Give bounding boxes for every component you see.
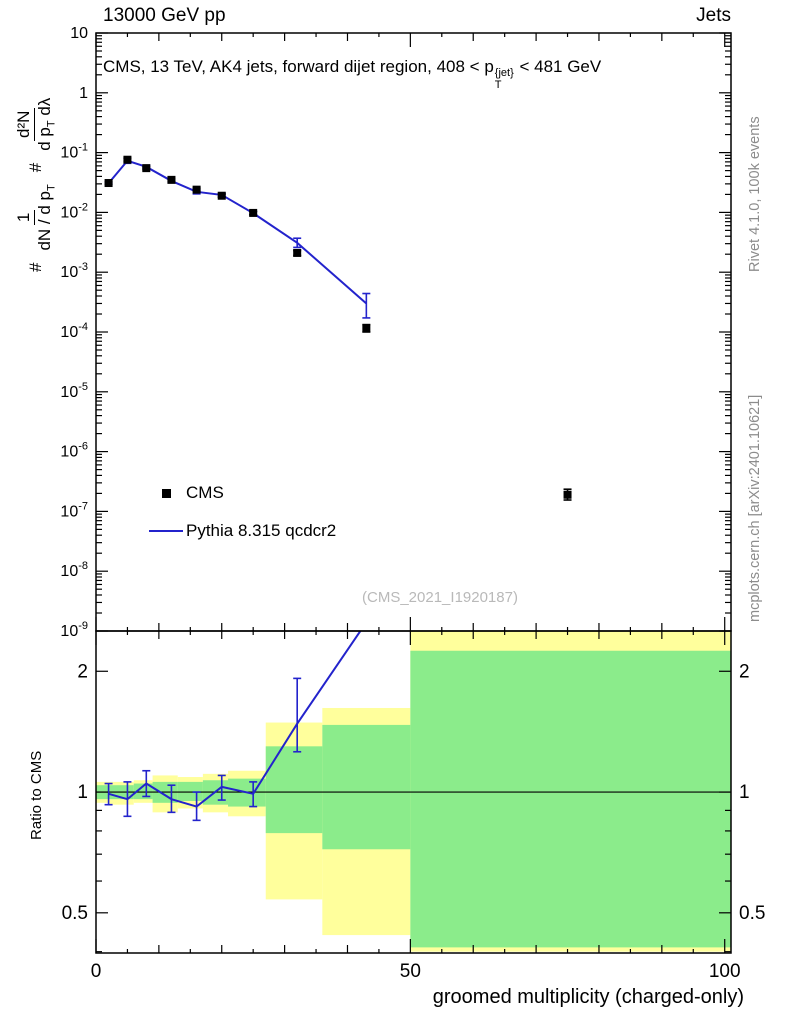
pt-subscript: T — [494, 79, 502, 91]
cms-data-point — [167, 175, 176, 184]
main-y-axis-label: # 1 dN / d pT # d²N d pT dλ — [14, 98, 58, 272]
pythia-line-marker-icon — [146, 530, 186, 532]
panel-title-prefix: CMS, 13 TeV, AK4 jets, forward dijet reg… — [103, 57, 485, 76]
ylabel-hash-2: # — [25, 162, 45, 173]
cms-data-point — [104, 179, 113, 188]
cms-data-point — [362, 324, 371, 333]
main-y-tick-label: 10-8 — [60, 560, 88, 580]
axes: 10110-110-210-310-410-510-610-710-810-90… — [60, 25, 765, 982]
panel-title-suffix: < 481 GeV — [514, 57, 602, 76]
main-y-tick-label: 10-1 — [60, 142, 88, 162]
main-y-tick-label: 10-5 — [60, 381, 88, 401]
rivet-version-note: Rivet 4.1.0, 100k events — [747, 116, 763, 272]
pythia-series — [104, 157, 371, 319]
x-tick-label: 100 — [709, 961, 741, 982]
legend-item-pythia: Pythia 8.315 qcdcr2 — [146, 512, 336, 550]
pt-superscript: {jet} — [494, 67, 514, 79]
cms-series — [104, 155, 572, 501]
analysis-id-watermark: (CMS_2021_I1920187) — [362, 589, 518, 606]
pt-symbol: p {jet} T — [484, 57, 514, 91]
panel-title: CMS, 13 TeV, AK4 jets, forward dijet reg… — [103, 57, 601, 91]
ratio-y-tick-label-left: 2 — [77, 661, 88, 682]
band-green — [322, 724, 411, 850]
ylabel-hash-1: # — [25, 262, 45, 272]
legend-label-pythia: Pythia 8.315 qcdcr2 — [186, 521, 337, 540]
main-y-tick-label: 10-9 — [60, 620, 88, 640]
x-tick-label: 0 — [91, 961, 102, 982]
header-process: Jets — [696, 5, 731, 26]
ratio-y-tick-label-left: 0.5 — [62, 903, 88, 924]
cms-data-point — [192, 185, 201, 194]
main-y-tick-label: 10-7 — [60, 500, 88, 520]
cms-data-point — [293, 248, 302, 257]
ylabel-fraction-1: 1 dN / d pT — [14, 184, 57, 251]
cms-data-point — [563, 490, 572, 499]
main-y-tick-label: 1 — [79, 85, 88, 102]
x-tick-label: 50 — [400, 961, 421, 982]
main-y-tick-label: 10-2 — [60, 201, 88, 221]
main-y-tick-label: 10-3 — [60, 261, 88, 281]
ratio-uncertainty-bands — [96, 631, 731, 952]
band-green — [133, 783, 153, 800]
ratio-y-axis-label: Ratio to CMS — [28, 750, 45, 840]
band-green — [265, 746, 323, 834]
cms-data-point — [249, 208, 258, 217]
cms-square-marker-icon — [146, 488, 186, 498]
ratio-y-tick-label-right: 1 — [739, 782, 750, 803]
main-y-tick-label: 10-4 — [60, 321, 88, 341]
ratio-y-tick-label-right: 2 — [739, 661, 750, 682]
ylabel-fraction-2: d²N d pT dλ — [14, 97, 57, 151]
ratio-y-tick-label-right: 0.5 — [739, 903, 765, 924]
main-y-tick-label: 10 — [70, 25, 88, 42]
x-axis-label: groomed multiplicity (charged-only) — [432, 986, 744, 1008]
main-y-tick-label: 10-6 — [60, 441, 88, 461]
ratio-polyline — [108, 631, 362, 808]
cms-data-point — [217, 191, 226, 200]
mcplots-arxiv-note: mcplots.cern.ch [arXiv:2401.10621] — [747, 394, 763, 622]
legend: CMS Pythia 8.315 qcdcr2 — [146, 474, 336, 550]
cms-data-point — [123, 155, 132, 164]
pythia-polyline — [107, 159, 368, 305]
header-beam-energy: 13000 GeV pp — [103, 5, 226, 26]
ratio-mc-line — [104, 631, 362, 822]
cms-data-point — [142, 164, 151, 173]
ratio-y-tick-label-left: 1 — [77, 782, 88, 803]
band-green — [410, 650, 731, 948]
legend-item-cms: CMS — [146, 474, 336, 512]
legend-label-cms: CMS — [186, 483, 224, 502]
